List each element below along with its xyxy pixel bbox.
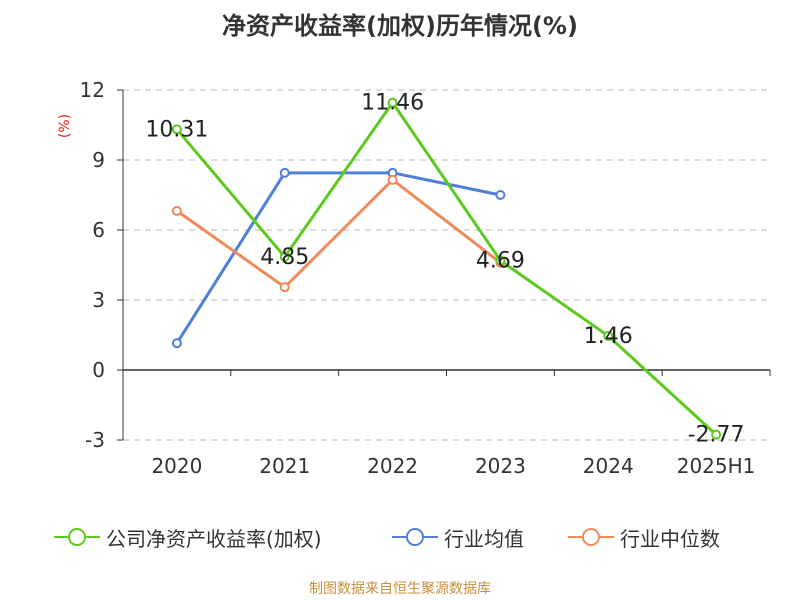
- x-tick-label: 2020: [151, 454, 202, 478]
- data-label: 11.46: [361, 91, 424, 116]
- data-point: [495, 255, 506, 266]
- series-line-2: [176, 178, 502, 289]
- legend-line-circle-icon: [568, 528, 614, 546]
- data-point: [711, 429, 722, 440]
- y-tick-label: -3: [85, 428, 105, 452]
- y-tick-label: 12: [80, 78, 105, 102]
- x-tick-label: 2024: [583, 454, 634, 478]
- y-tick-label: 9: [92, 148, 105, 172]
- y-tick-label: 6: [92, 218, 105, 242]
- legend-item-company-roe[interactable]: 公司净资产收益率(加权): [54, 522, 322, 552]
- data-label: 4.85: [260, 245, 309, 270]
- y-tick-label: 0: [92, 358, 105, 382]
- legend-label: 公司净资产收益率(加权): [106, 526, 322, 551]
- data-labels: 10.31 4.85 11.46 4.69 1.46 -2.77: [145, 91, 744, 448]
- y-tick-label: 3: [92, 288, 105, 312]
- data-point: [171, 338, 182, 349]
- y-axis-unit-label: (%): [57, 114, 73, 138]
- series-line-0: [175, 101, 718, 436]
- legend-item-industry-mean[interactable]: 行业均值: [392, 522, 524, 552]
- data-point: [279, 167, 290, 178]
- x-tick-label: 2023: [475, 454, 526, 478]
- legend-line-circle-icon: [392, 528, 438, 546]
- data-point: [495, 190, 506, 200]
- data-point: [279, 251, 290, 262]
- source-note: 制图数据来自恒生聚源数据库: [309, 581, 491, 597]
- grid-lines: [123, 89, 770, 441]
- data-label: 4.69: [476, 249, 525, 274]
- data-point: [279, 282, 290, 293]
- x-tick-label: 2022: [367, 454, 418, 478]
- axes: -3 0 3 6 9 12 2020 2021 2022 2023 2024 2025H1 (%): [57, 78, 771, 478]
- legend: 公司净资产收益率(加权) 行业均值 行业中位数: [0, 522, 800, 552]
- data-label: 1.46: [584, 324, 633, 349]
- legend-label: 行业均值: [444, 526, 524, 551]
- data-point: [603, 330, 614, 341]
- series-lines: [175, 101, 718, 436]
- data-point: [171, 205, 182, 216]
- data-label: -2.77: [688, 423, 745, 448]
- x-tick-label: 2025H1: [677, 454, 756, 478]
- x-tick-label: 2021: [259, 454, 310, 478]
- data-point: [387, 174, 398, 185]
- legend-item-industry-median[interactable]: 行业中位数: [568, 522, 720, 552]
- series-line-1: [175, 171, 501, 344]
- chart-title: 净资产收益率(加权)历年情况(%): [222, 12, 578, 40]
- legend-line-circle-icon: [54, 528, 100, 546]
- data-point: [171, 124, 182, 135]
- data-points: [171, 97, 722, 440]
- data-label: 10.31: [145, 117, 208, 142]
- data-point: [387, 97, 398, 108]
- legend-label: 行业中位数: [620, 526, 720, 551]
